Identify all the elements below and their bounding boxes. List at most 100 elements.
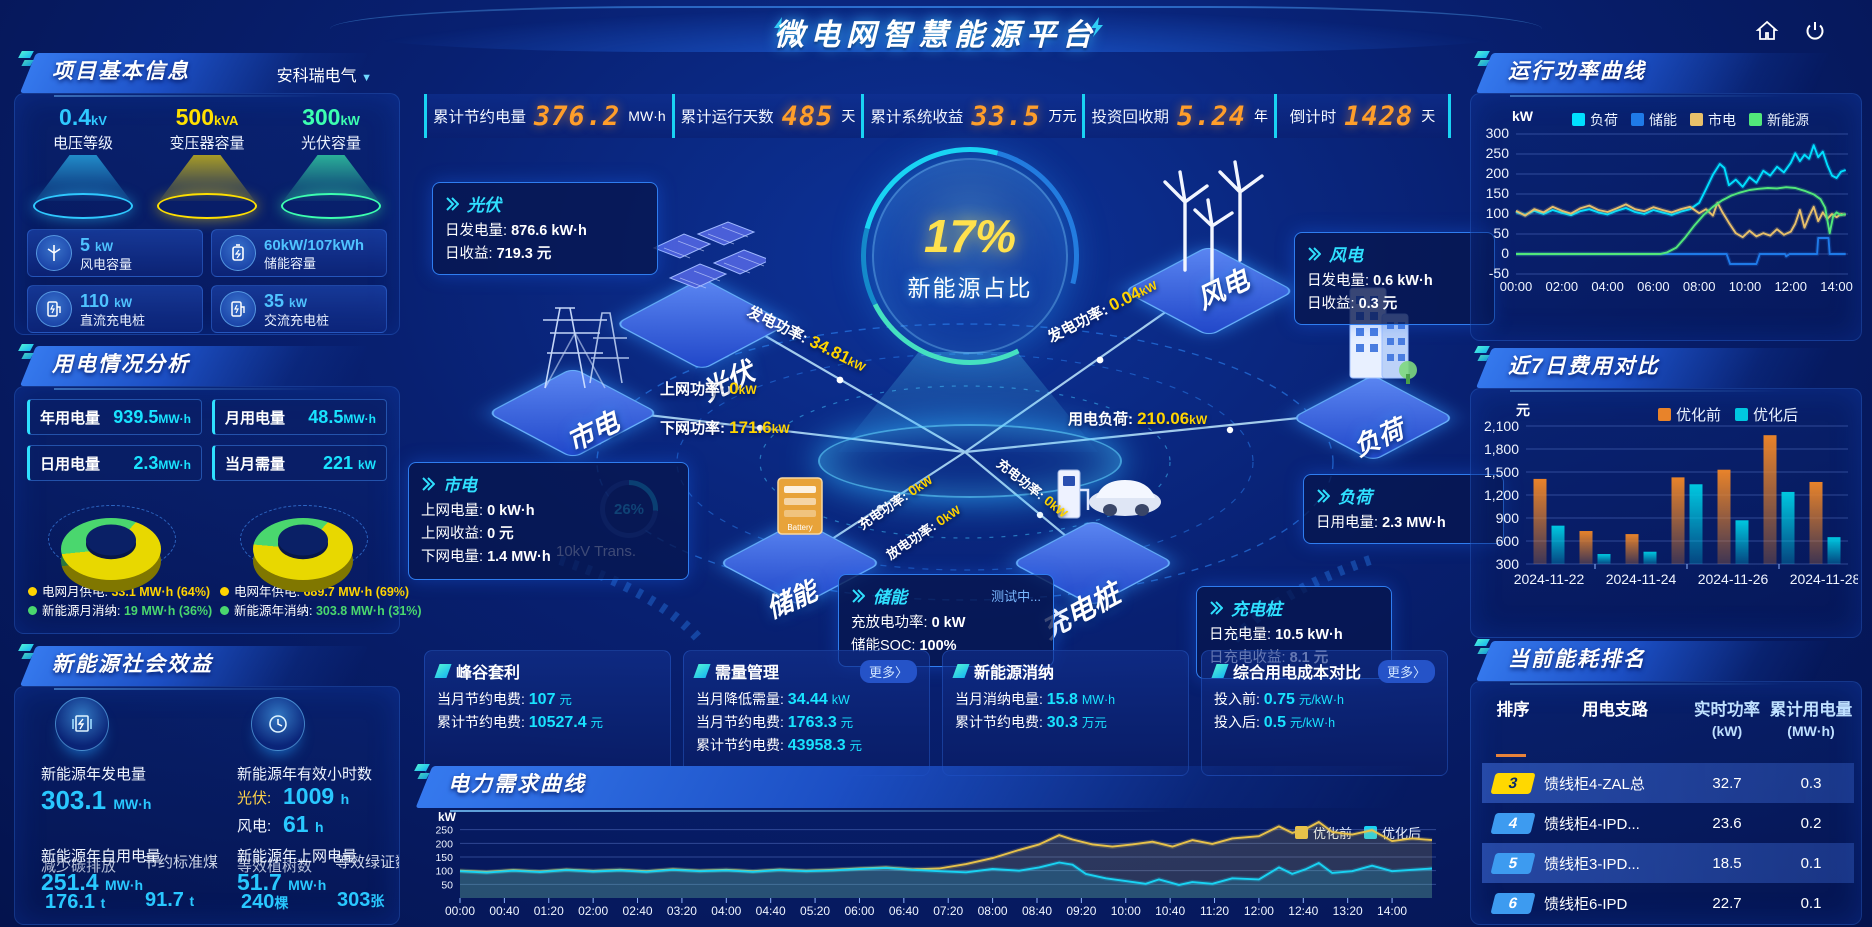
panel-project-info: 项目基本信息 安科瑞电气 ▼ 0.4kV 电压等级 500kVA 变压器容量: [14, 51, 400, 335]
chevron-right-icon: [852, 588, 865, 603]
panel-power-header: 运行功率曲线: [1470, 51, 1862, 97]
svg-text:100: 100: [1486, 205, 1510, 221]
legend-dot: [220, 606, 229, 615]
ranking-body: [1470, 681, 1862, 925]
benefit-label: 新能源年发电量: [41, 766, 147, 783]
light-cone: [35, 155, 131, 201]
branch-name: 馈线柜4-IPD...: [1544, 815, 1640, 833]
panel-demand-curve: 电力需求曲线: [410, 764, 1448, 812]
home-button[interactable]: [1750, 14, 1784, 48]
card-flag-icon: [693, 664, 711, 678]
svg-text:04:40: 04:40: [756, 904, 786, 918]
month-donut: 电网月供电: 33.1 MW·h (64%) 新能源月消纳: 19 MW·h (…: [22, 495, 212, 621]
donut-hole: [278, 524, 328, 556]
svg-text:Battery: Battery: [787, 523, 812, 532]
svg-text:04:00: 04:00: [1591, 279, 1624, 294]
svg-text:10:00: 10:00: [1111, 904, 1141, 918]
svg-text:08:00: 08:00: [978, 904, 1008, 918]
svg-text:02:40: 02:40: [623, 904, 653, 918]
demand-unit-label: kW: [438, 810, 456, 824]
power-legend: 负荷 储能 市电 新能源: [1572, 110, 1809, 130]
svg-text:07:20: 07:20: [933, 904, 963, 918]
cost-unit-label: 元: [1516, 402, 1530, 418]
svg-text:00:40: 00:40: [489, 904, 519, 918]
ev-charger-icon: [1057, 469, 1161, 519]
transmission-tower-icon: [543, 307, 629, 389]
legend-chip: [1749, 113, 1762, 126]
svg-text:-50: -50: [1489, 265, 1509, 281]
benefit-value: 61 h: [283, 811, 324, 837]
panel-benefits-header: 新能源社会效益: [14, 644, 400, 690]
stat-saved-energy: 累计节约电量 376.2 MW·h: [424, 94, 672, 138]
more-button[interactable]: 更多〉: [859, 659, 917, 683]
svg-text:12:00: 12:00: [1244, 904, 1274, 918]
legend-dot: [220, 587, 229, 596]
svg-text:2024-11-28: 2024-11-28: [1790, 571, 1858, 587]
solar-panels-icon: [652, 221, 766, 289]
power-icon: [1806, 22, 1824, 40]
grid-info-card: 市电 上网电量: 0 kW·h 上网收益: 0 元 下网电量: 1.4 MW·h: [408, 462, 689, 580]
table-row: 3 馈线柜4-ZAL总 32.7 0.3: [1482, 763, 1854, 803]
svg-text:14:00: 14:00: [1820, 279, 1853, 294]
card-cost-comparison: 综合用电成本对比 更多〉 投入前: 0.75 元/kW·h 投入后: 0.5 元/…: [1201, 650, 1448, 776]
table-row: 6 馈线柜6-IPD 22.7 0.1: [1482, 883, 1854, 923]
realtime-power: 22.7: [1712, 894, 1742, 912]
demand-legend: 优化前 优化后: [1295, 823, 1421, 842]
wind-info-card: 风电 日发电量: 0.6 kW·h 日收益: 0.3 元: [1294, 232, 1495, 325]
usage-metrics: 年用电量 939.5MW·h 月用电量 48.5MW·h 日用电量 2.3MW·h 当…: [15, 387, 399, 485]
page-title: 微电网智慧能源平台: [774, 19, 1098, 52]
svg-text:05:20: 05:20: [800, 904, 830, 918]
realtime-power: 18.5: [1712, 854, 1742, 872]
total-energy: 0.1: [1800, 894, 1822, 912]
chevron-down-icon: ▼: [361, 72, 372, 84]
svg-text:200: 200: [435, 838, 453, 850]
panel-benefits: 新能源社会效益 新能源年发电量 303.1 MW·h 新能源年自用电量 减少碳排…: [14, 644, 400, 925]
spotlight-label: 电压等级: [52, 135, 113, 152]
svg-text:50: 50: [1493, 225, 1509, 241]
benefit-value: 251.4 MW·h: [41, 869, 144, 895]
ranking-table-header: 排序 用电支路 实时功率 (kW) 累计用电量 (MW·h): [1496, 701, 1853, 739]
light-cone: [283, 155, 379, 201]
wind-turbine-icon: [36, 235, 72, 271]
more-button[interactable]: 更多〉: [1377, 659, 1435, 683]
svg-text:11:20: 11:20: [1200, 904, 1229, 918]
panel-demand-header: 电力需求曲线: [410, 764, 1448, 812]
benefit-value: 303.1 MW·h: [41, 785, 152, 815]
card-peak-valley-arbitrage: 峰谷套利 当月节约电费: 107 元 累计节约电费: 10527.4 元: [424, 650, 671, 776]
legend-chip: [1690, 113, 1703, 126]
chevron-right-icon: [1308, 246, 1321, 261]
light-cone: [159, 155, 255, 201]
project-info-body: 0.4kV 电压等级 500kVA 变压器容量 300kW 光伏容量: [14, 93, 400, 335]
svg-text:1,800: 1,800: [1484, 441, 1519, 457]
benefit-value: 51.7 MW·h: [237, 869, 327, 895]
clock-icon: [251, 697, 305, 751]
svg-text:250: 250: [1486, 145, 1510, 161]
realtime-power: 23.6: [1712, 814, 1742, 832]
benefit-label: 新能源年有效小时数: [237, 766, 373, 783]
battery-cabinet-icon: Battery: [777, 477, 823, 535]
spotlight-unit: kW: [340, 113, 360, 128]
spotlight-label: 变压器容量: [169, 135, 245, 152]
panel-benefits-title: 新能源社会效益: [52, 653, 213, 676]
flow-grid-import: 下网功率: 171.6kW: [660, 418, 790, 437]
card-renewable-consumption: 新能源消纳 当月消纳电量: 15.8 MW·h 累计节约电费: 30.3 万元: [942, 650, 1189, 776]
legend-dot: [28, 587, 37, 596]
rank-badge: 3: [1490, 772, 1536, 794]
company-selector[interactable]: 安科瑞电气 ▼: [277, 62, 372, 86]
cost-legend: 优化前 优化后: [1658, 404, 1798, 425]
card-flag-icon: [434, 664, 452, 678]
rank-badge: 4: [1490, 812, 1536, 834]
power-unit-label: kW: [1512, 108, 1533, 124]
solar-energy-icon: [55, 697, 109, 751]
panel-usage-title: 用电情况分析: [52, 353, 190, 376]
year-donut: 电网年供电: 689.7 MW·h (69%) 新能源年消纳: 303.8 MW…: [214, 495, 422, 621]
capacity-card-ac-charger: 35 kW 交流充电桩: [211, 285, 387, 333]
svg-text:150: 150: [435, 852, 453, 864]
legend-chip: [1631, 113, 1644, 126]
company-selector-value: 安科瑞电气: [276, 68, 357, 85]
legend-chip: [1364, 826, 1378, 839]
power-button[interactable]: [1798, 14, 1832, 48]
chevron-right-icon: [1317, 488, 1330, 503]
svg-text:02:00: 02:00: [578, 904, 608, 918]
svg-text:06:40: 06:40: [889, 904, 919, 918]
